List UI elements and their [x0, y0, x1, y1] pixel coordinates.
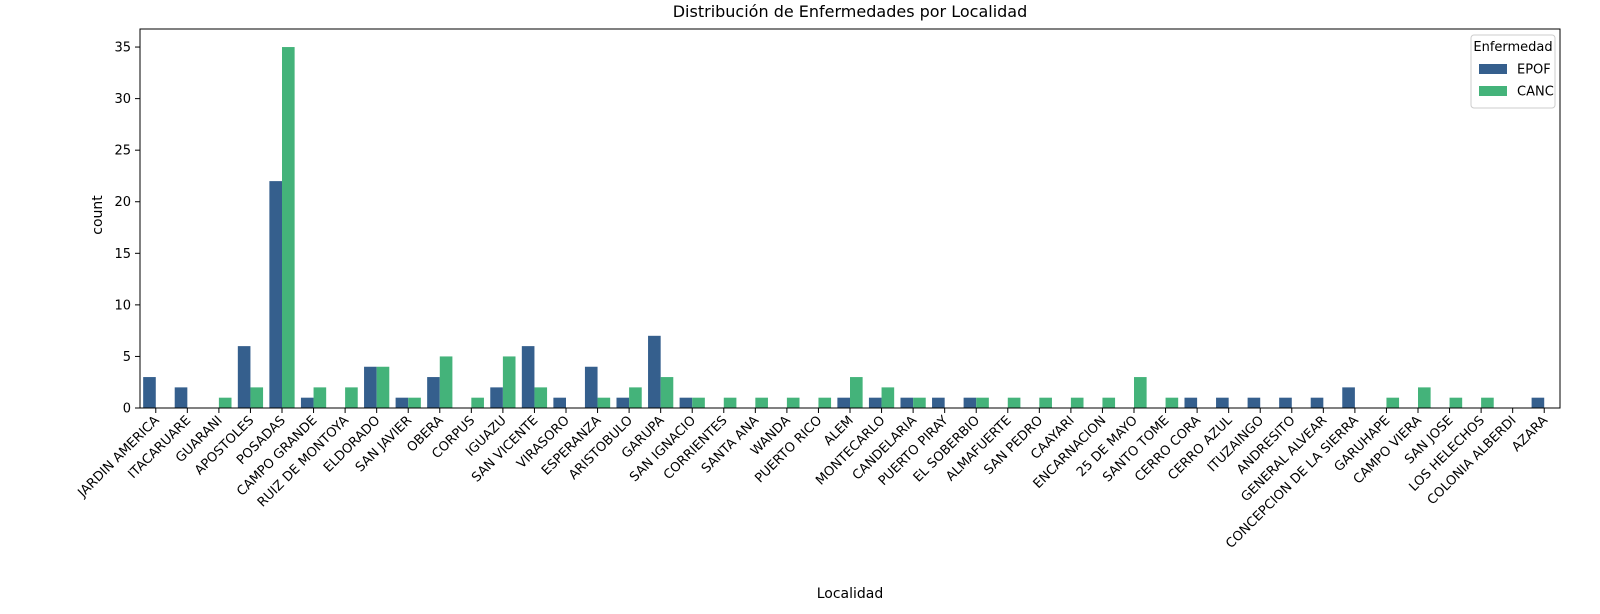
bar-epof	[269, 181, 282, 408]
bar-canc	[1070, 397, 1084, 408]
bar-canc	[629, 387, 642, 408]
bar-epof	[1184, 397, 1198, 408]
legend-label-epof: EPOF	[1517, 63, 1551, 78]
bar-epof	[648, 335, 661, 408]
plot-frame	[139, 28, 1561, 409]
y-tick-label: 20	[114, 195, 131, 210]
bar-epof	[427, 377, 440, 408]
bar-canc	[439, 356, 453, 408]
bar-epof	[1342, 387, 1355, 408]
legend-swatch-epof	[1479, 64, 1507, 74]
bar-epof	[1279, 397, 1292, 408]
bar-canc	[345, 387, 358, 408]
bar-canc	[597, 397, 611, 408]
bar-epof	[490, 387, 503, 408]
bar-canc	[471, 397, 484, 408]
bar-canc	[1165, 397, 1179, 408]
bar-canc	[218, 397, 232, 408]
bar-canc	[692, 397, 705, 408]
bar-canc	[1481, 397, 1494, 408]
bar-canc	[755, 397, 768, 408]
bar-canc	[1102, 397, 1116, 408]
bar-epof	[553, 397, 566, 408]
bar-epof	[616, 397, 630, 408]
bar-epof	[300, 397, 314, 408]
bars	[143, 47, 1545, 409]
bar-epof	[364, 366, 377, 408]
bar-canc	[818, 397, 832, 408]
legend: Enfermedad EPOF CANC	[1470, 34, 1556, 109]
y-tick-label: 30	[114, 92, 131, 107]
bar-canc	[786, 397, 800, 408]
bar-canc	[1386, 397, 1400, 408]
y-tick-label: 0	[123, 402, 131, 417]
bar-epof	[237, 346, 251, 408]
y-tick-label: 10	[114, 298, 131, 313]
y-tick-label: 15	[114, 247, 131, 262]
y-tick-label: 35	[114, 41, 131, 56]
bar-epof	[837, 397, 850, 408]
x-axis: JARDIN AMERICAITACARUAREGUARANIAPOSTOLES…	[75, 408, 1551, 552]
bar-canc	[1418, 387, 1431, 408]
legend-label-canc: CANC	[1517, 85, 1554, 100]
chart-title: Distribución de Enfermedades por Localid…	[673, 2, 1028, 21]
bar-canc	[913, 397, 926, 408]
bar-canc	[850, 377, 863, 408]
bar-canc	[1134, 377, 1147, 408]
bar-epof	[1310, 397, 1324, 408]
bar-canc	[250, 387, 264, 408]
bar-epof	[1531, 397, 1545, 408]
bar-epof	[1216, 397, 1229, 408]
bar-canc	[313, 387, 327, 408]
bar-epof	[584, 366, 598, 408]
bar-canc	[660, 377, 674, 408]
bar-canc	[976, 397, 989, 408]
bar-epof	[932, 397, 945, 408]
bar-epof	[868, 397, 882, 408]
bar-epof	[521, 346, 535, 408]
bar-canc	[1039, 397, 1052, 408]
bar-canc	[534, 387, 548, 408]
legend-title: Enfermedad	[1473, 40, 1552, 55]
bar-epof	[963, 397, 977, 408]
bar-epof	[395, 397, 409, 408]
bar-epof	[143, 377, 156, 408]
x-tick-label: AZARA	[1509, 413, 1551, 455]
y-axis: 0 5 10 15 20 25 30 35	[114, 41, 140, 417]
legend-swatch-canc	[1479, 86, 1507, 96]
bar-epof	[679, 397, 693, 408]
y-tick-label: 5	[123, 350, 131, 365]
bar-canc	[408, 397, 421, 408]
y-axis-label: count	[90, 195, 106, 235]
bar-canc	[502, 356, 516, 408]
x-axis-label: Localidad	[817, 586, 884, 602]
y-tick-label: 25	[114, 144, 131, 159]
bar-epof	[1247, 397, 1261, 408]
bar-epof	[900, 397, 914, 408]
bar-canc	[723, 397, 737, 408]
bar-epof	[174, 387, 188, 408]
bar-canc	[376, 366, 390, 408]
bar-canc	[282, 47, 295, 409]
bar-canc	[1007, 397, 1021, 408]
bar-canc	[881, 387, 895, 408]
bar-canc	[1449, 397, 1463, 408]
